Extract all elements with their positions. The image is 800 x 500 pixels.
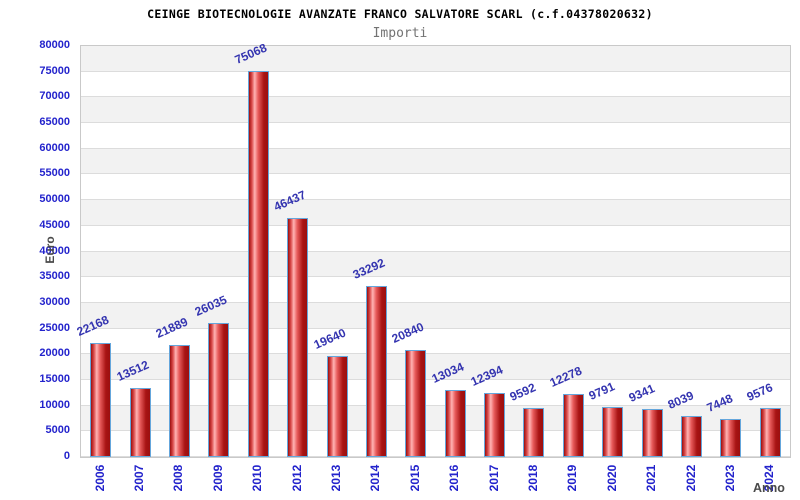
grid-band [81, 46, 790, 72]
y-tick-label: 20000 [39, 347, 70, 360]
x-tick-label: 2007 [132, 464, 147, 492]
y-tick-label: 40000 [39, 244, 70, 257]
bar [641, 409, 663, 457]
grid-band [81, 431, 790, 457]
y-tick-label: 10000 [39, 398, 70, 411]
bar [287, 218, 309, 457]
grid-band [81, 405, 790, 432]
x-tick-label: 2013 [329, 464, 344, 492]
grid-band [81, 251, 790, 278]
x-tick-label: 2014 [368, 464, 383, 492]
y-tick-label: 60000 [39, 141, 70, 154]
bar [326, 356, 348, 457]
x-tick-label: 2012 [289, 464, 304, 492]
x-tick-label: 2010 [250, 464, 265, 492]
bar [484, 393, 506, 457]
bar [247, 71, 269, 457]
y-tick-label: 70000 [39, 90, 70, 103]
x-tick-label: 2006 [92, 464, 107, 492]
bar [208, 323, 230, 457]
y-tick-label: 15000 [39, 372, 70, 385]
bar [759, 407, 781, 457]
y-tick-label: 55000 [39, 167, 70, 180]
x-tick-label: 2019 [565, 464, 580, 492]
grid-band [81, 328, 790, 355]
grid-band [81, 225, 790, 252]
bar [90, 343, 112, 457]
plot-area: 22168 13512 21889 26035 75068 46437 19640 33292… [75, 41, 791, 458]
bar [444, 390, 466, 457]
x-axis-title: Anno [753, 481, 785, 495]
grid-band [81, 200, 790, 226]
bar [523, 407, 545, 457]
bar [562, 393, 584, 457]
grid-band [81, 174, 790, 201]
grid-band [81, 302, 790, 329]
y-tick-label: 30000 [39, 295, 70, 308]
y-tick-label: 5000 [45, 424, 70, 437]
y-tick-label: 45000 [39, 218, 70, 231]
bar [365, 285, 387, 457]
grid-band [81, 277, 790, 303]
grid-band [81, 71, 790, 98]
grid-band [81, 148, 790, 175]
y-tick-label: 80000 [39, 39, 70, 51]
grid-band [81, 379, 790, 406]
grid-band [81, 354, 790, 380]
bar [405, 349, 427, 457]
y-tick-label: 25000 [39, 321, 70, 334]
bar [681, 415, 703, 457]
chart-subtitle: Importi [372, 26, 428, 41]
y-tick-label: 75000 [39, 64, 70, 77]
x-tick-label: 2022 [683, 464, 698, 492]
x-tick-label: 2016 [447, 464, 462, 492]
grid-band [81, 97, 790, 124]
grid-band [81, 123, 790, 149]
x-tick-label: 2023 [722, 464, 737, 492]
y-tick-label: 65000 [39, 116, 70, 129]
y-tick-label: 0 [63, 450, 70, 462]
chart-title: CEINGE BIOTECNOLOGIE AVANZATE FRANCO SAL… [147, 7, 653, 21]
x-tick-label: 2015 [407, 464, 422, 492]
y-tick-label: 50000 [39, 193, 70, 206]
bar [129, 387, 151, 457]
x-tick-label: 2009 [210, 464, 225, 492]
bar [720, 418, 742, 457]
bar [168, 344, 190, 457]
y-axis-title: Euro [43, 236, 57, 264]
x-tick-label: 2021 [644, 464, 659, 492]
bar [602, 406, 624, 457]
y-tick-label: 35000 [39, 270, 70, 283]
x-tick-label: 2018 [525, 464, 540, 492]
x-tick-label: 2008 [171, 464, 186, 492]
x-tick-label: 2017 [486, 464, 501, 492]
x-tick-label: 2020 [604, 464, 619, 492]
